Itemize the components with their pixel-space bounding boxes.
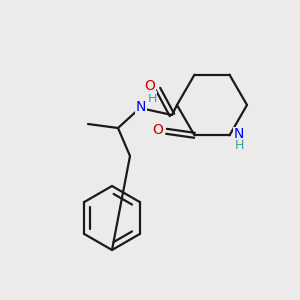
- Text: O: O: [145, 79, 155, 93]
- Text: H: H: [235, 139, 244, 152]
- Text: H: H: [147, 92, 157, 104]
- Text: N: N: [233, 127, 244, 141]
- Text: O: O: [152, 123, 163, 137]
- Text: N: N: [136, 100, 146, 114]
